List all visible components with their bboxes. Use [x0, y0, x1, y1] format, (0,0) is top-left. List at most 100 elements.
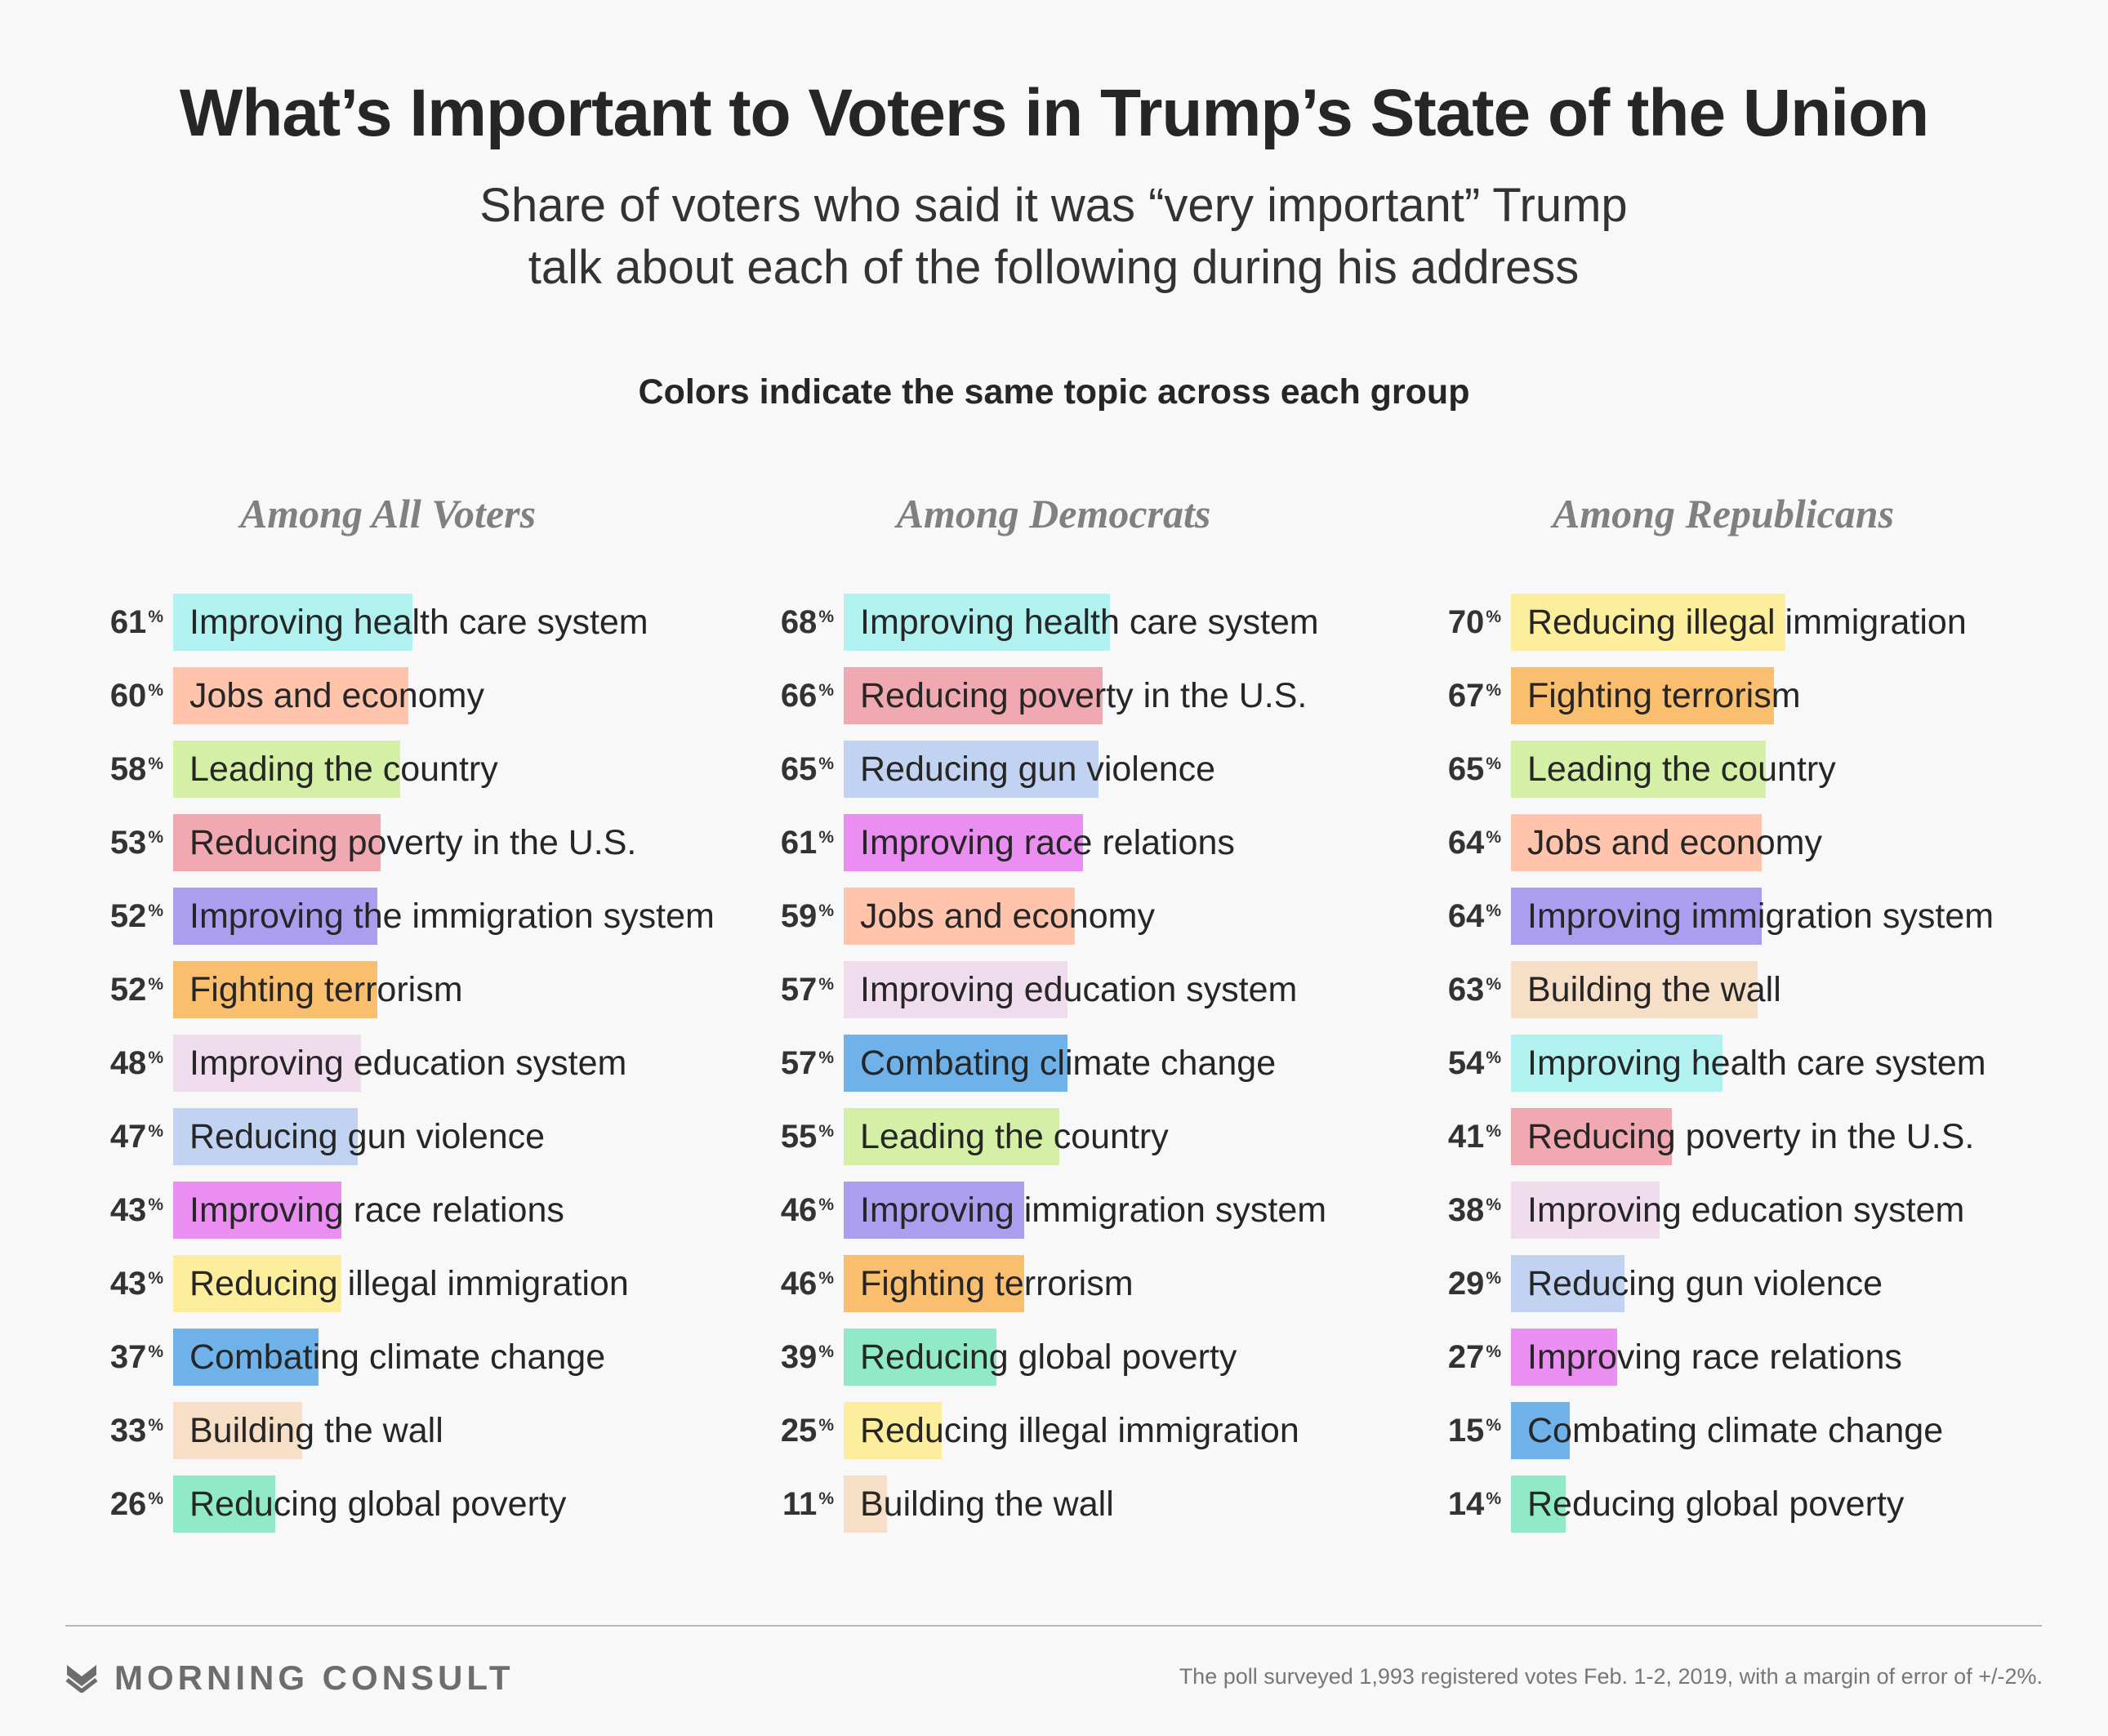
- value-unit: %: [1486, 901, 1501, 920]
- value-number: 55: [780, 1119, 818, 1155]
- value-label: 43%: [110, 1255, 163, 1312]
- bar: [173, 888, 377, 945]
- bar: [844, 814, 1083, 871]
- category-label: Improving education system: [1527, 1191, 1965, 1230]
- value-unit: %: [148, 1342, 163, 1361]
- value-number: 37: [109, 1339, 147, 1375]
- value-label: 57%: [781, 1035, 834, 1092]
- value-unit: %: [148, 901, 163, 920]
- value-number: 64: [1447, 898, 1485, 934]
- value-number: 65: [780, 751, 818, 787]
- category-label: Building the wall: [1527, 970, 1781, 1009]
- bar: [173, 961, 377, 1018]
- value-number: 58: [109, 751, 147, 787]
- value-unit: %: [1486, 1122, 1501, 1141]
- footnote: The poll surveyed 1,993 registered votes…: [1179, 1664, 2043, 1689]
- chart-title: What’s Important to Voters in Trump’s St…: [179, 76, 1929, 150]
- category-label: Fighting terrorism: [1527, 676, 1801, 715]
- value-label: 39%: [781, 1329, 834, 1386]
- value-label: 65%: [781, 741, 834, 798]
- bar: [844, 667, 1103, 724]
- value-label: 60%: [110, 667, 163, 724]
- value-unit: %: [148, 754, 163, 773]
- value-label: 37%: [110, 1329, 163, 1386]
- value-number: 33: [109, 1413, 147, 1449]
- value-number: 26: [109, 1486, 147, 1522]
- category-label: Improving health care system: [189, 603, 648, 642]
- value-unit: %: [148, 1048, 163, 1067]
- bar: [844, 888, 1076, 945]
- category-label: Improving immigration system: [1527, 897, 1994, 936]
- value-unit: %: [148, 681, 163, 700]
- bar: [844, 1476, 887, 1533]
- value-number: 52: [109, 898, 147, 934]
- bar: [173, 1329, 319, 1386]
- value-unit: %: [148, 1195, 163, 1214]
- bar: [173, 741, 401, 798]
- group-title-all-voters: Among All Voters: [239, 491, 537, 536]
- chart-subtitle: Share of voters who said it was “very im…: [359, 175, 1748, 299]
- value-unit: %: [1486, 828, 1501, 847]
- value-unit: %: [148, 1269, 163, 1288]
- value-label: 54%: [1448, 1035, 1501, 1092]
- value-unit: %: [1486, 681, 1501, 700]
- value-unit: %: [818, 1048, 834, 1067]
- value-label: 68%: [781, 594, 834, 651]
- value-unit: %: [1486, 975, 1501, 994]
- category-label: Improving the immigration system: [189, 897, 715, 936]
- bar: [844, 1108, 1059, 1165]
- value-label: 14%: [1448, 1476, 1501, 1533]
- value-number: 41: [1447, 1119, 1485, 1155]
- bar: [173, 1035, 362, 1092]
- value-label: 67%: [1448, 667, 1501, 724]
- value-unit: %: [818, 1195, 834, 1214]
- value-number: 43: [109, 1192, 147, 1228]
- bar: [1511, 1476, 1567, 1533]
- bar: [1511, 594, 1785, 651]
- category-label: Improving education system: [860, 970, 1298, 1009]
- morning-consult-logo: MORNING CONSULT: [65, 1658, 515, 1698]
- category-label: Reducing global poverty: [1527, 1485, 1905, 1524]
- value-number: 47: [109, 1119, 147, 1155]
- bar: [844, 1329, 997, 1386]
- value-label: 61%: [781, 814, 834, 871]
- category-label: Reducing gun violence: [860, 750, 1216, 789]
- value-label: 43%: [110, 1182, 163, 1239]
- bar: [173, 1182, 342, 1239]
- value-unit: %: [818, 975, 834, 994]
- category-label: Fighting terrorism: [860, 1264, 1134, 1303]
- value-label: 58%: [110, 741, 163, 798]
- value-number: 61: [109, 604, 147, 640]
- category-label: Improving health care system: [860, 603, 1319, 642]
- category-label: Combating climate change: [189, 1338, 606, 1377]
- value-label: 59%: [781, 888, 834, 945]
- bar: [844, 741, 1099, 798]
- bar: [844, 1035, 1067, 1092]
- value-number: 11: [782, 1486, 818, 1522]
- bar: [173, 594, 412, 651]
- category-label: Reducing global poverty: [189, 1485, 567, 1524]
- value-number: 14: [1447, 1486, 1485, 1522]
- category-label: Improving race relations: [860, 823, 1235, 862]
- value-label: 41%: [1448, 1108, 1501, 1165]
- category-label: Improving race relations: [189, 1191, 564, 1230]
- value-label: 61%: [110, 594, 163, 651]
- value-unit: %: [818, 681, 834, 700]
- value-label: 26%: [110, 1476, 163, 1533]
- value-label: 33%: [110, 1402, 163, 1459]
- value-number: 39: [780, 1339, 818, 1375]
- value-label: 25%: [781, 1402, 834, 1459]
- category-label: Reducing gun violence: [189, 1117, 546, 1156]
- value-unit: %: [1486, 1416, 1501, 1435]
- value-number: 64: [1447, 825, 1485, 861]
- value-unit: %: [1486, 1489, 1501, 1508]
- bar: [1511, 1402, 1570, 1459]
- value-unit: %: [1486, 1269, 1501, 1288]
- category-label: Improving education system: [189, 1044, 627, 1083]
- value-unit: %: [818, 1269, 834, 1288]
- category-label: Reducing gun violence: [1527, 1264, 1883, 1303]
- bar: [844, 1255, 1024, 1312]
- value-label: 11%: [782, 1476, 834, 1533]
- value-unit: %: [148, 975, 163, 994]
- value-label: 66%: [781, 667, 834, 724]
